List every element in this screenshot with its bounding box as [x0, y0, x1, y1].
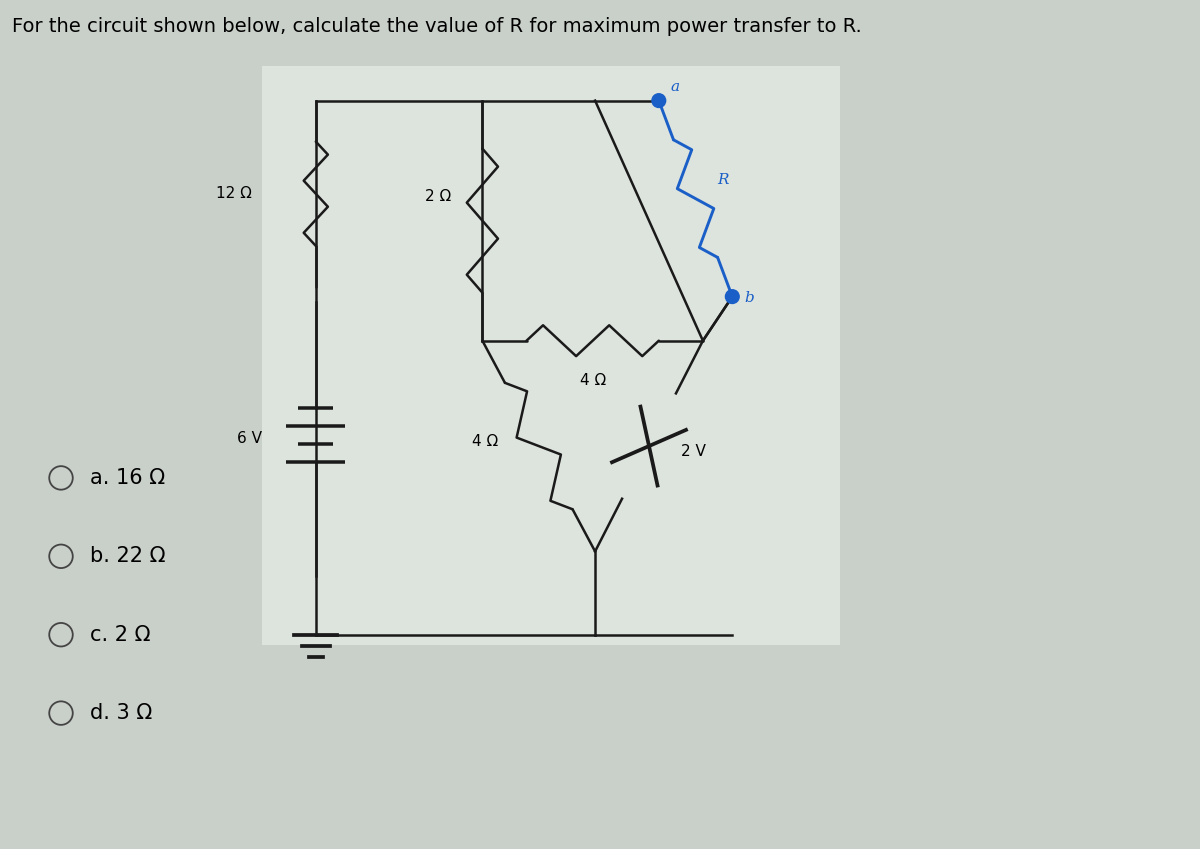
- Text: 6 V: 6 V: [236, 431, 262, 447]
- Text: b: b: [744, 290, 754, 305]
- Text: 4 Ω: 4 Ω: [580, 373, 606, 388]
- Circle shape: [726, 290, 739, 303]
- Text: a: a: [671, 80, 679, 93]
- Text: a. 16 Ω: a. 16 Ω: [90, 468, 166, 488]
- Text: b. 22 Ω: b. 22 Ω: [90, 546, 166, 566]
- Text: d. 3 Ω: d. 3 Ω: [90, 703, 152, 723]
- Circle shape: [652, 93, 666, 108]
- Text: For the circuit shown below, calculate the value of R for maximum power transfer: For the circuit shown below, calculate t…: [12, 17, 863, 37]
- Text: c. 2 Ω: c. 2 Ω: [90, 625, 151, 644]
- Text: 4 Ω: 4 Ω: [472, 434, 498, 449]
- Text: 2 V: 2 V: [680, 444, 706, 458]
- Text: 12 Ω: 12 Ω: [216, 186, 252, 201]
- Text: 2 Ω: 2 Ω: [425, 189, 451, 204]
- Text: R: R: [718, 173, 728, 187]
- FancyBboxPatch shape: [262, 66, 840, 644]
